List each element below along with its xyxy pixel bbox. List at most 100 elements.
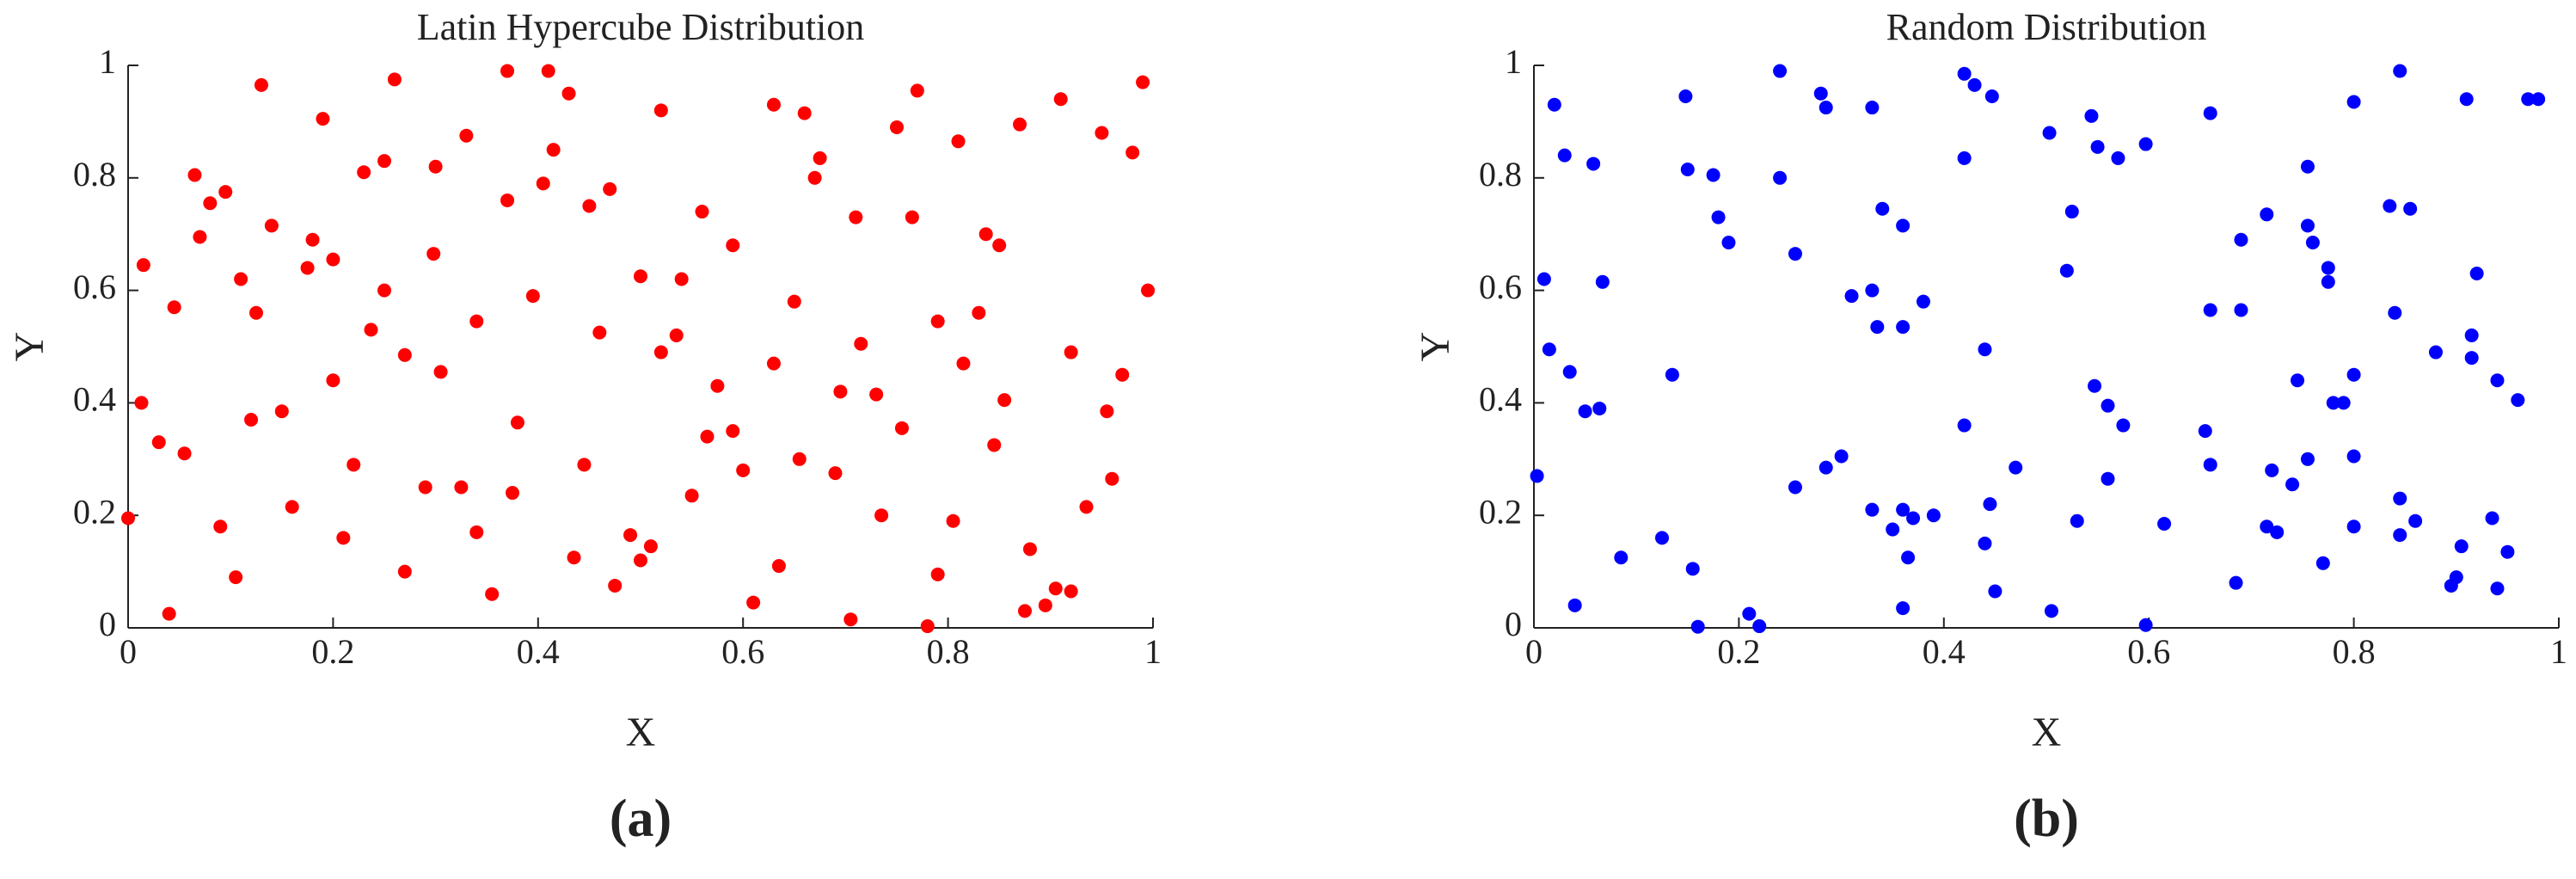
y-tick-label: 0.6 xyxy=(1479,267,1522,306)
point xyxy=(426,247,441,261)
point xyxy=(1844,289,1859,304)
point xyxy=(177,446,192,461)
point xyxy=(459,128,474,143)
y-tick-label: 0.6 xyxy=(73,267,116,306)
point xyxy=(2084,108,2099,123)
point xyxy=(992,238,1007,253)
point xyxy=(2116,418,2131,433)
point xyxy=(766,356,781,371)
point xyxy=(249,305,263,320)
point xyxy=(136,258,150,273)
point xyxy=(2088,378,2102,393)
chart-title: Latin Hypercube Distribution xyxy=(417,6,865,48)
point xyxy=(1595,274,1610,289)
point xyxy=(162,606,176,621)
point xyxy=(2326,396,2340,410)
point xyxy=(1819,101,1833,115)
point xyxy=(1957,418,1972,433)
point xyxy=(454,480,469,495)
point xyxy=(890,120,904,134)
point xyxy=(1819,460,1833,475)
point xyxy=(2464,328,2479,342)
point xyxy=(1079,500,1094,514)
point xyxy=(1141,283,1156,298)
point xyxy=(300,261,315,275)
point xyxy=(2346,95,2361,109)
point xyxy=(2346,367,2361,382)
point xyxy=(167,300,181,315)
point xyxy=(1567,598,1582,612)
point xyxy=(910,83,924,98)
point xyxy=(1875,201,1890,216)
point xyxy=(2315,556,2330,570)
point xyxy=(1655,531,1669,545)
point xyxy=(771,559,786,574)
point xyxy=(1685,562,1700,576)
x-tick-label: 0.6 xyxy=(721,632,764,671)
point xyxy=(894,421,909,435)
point xyxy=(2346,449,2361,464)
point xyxy=(2393,528,2407,543)
point xyxy=(1788,247,1802,261)
point xyxy=(2393,491,2407,506)
point xyxy=(2383,199,2397,213)
point xyxy=(1896,601,1911,616)
point xyxy=(1870,320,1885,335)
point xyxy=(2531,92,2546,107)
point xyxy=(726,238,740,253)
point xyxy=(1592,401,1607,415)
point xyxy=(2044,604,2058,618)
point xyxy=(469,314,484,329)
point xyxy=(536,176,550,191)
point xyxy=(1095,126,1109,140)
point xyxy=(833,384,848,399)
y-tick-label: 0.8 xyxy=(73,155,116,194)
point xyxy=(1013,117,1027,132)
point xyxy=(2459,92,2474,107)
point xyxy=(2234,232,2248,247)
x-tick-label: 0.2 xyxy=(1717,632,1760,671)
point xyxy=(1916,294,1930,309)
y-axis-label: Y xyxy=(1413,332,1458,362)
point xyxy=(930,314,945,329)
point xyxy=(1022,542,1037,556)
point xyxy=(561,86,576,101)
point xyxy=(364,323,378,337)
point xyxy=(930,567,945,581)
point xyxy=(787,294,801,309)
point xyxy=(1865,101,1880,115)
point xyxy=(669,328,684,342)
x-axis-label: X xyxy=(2032,710,2062,755)
x-tick-label: 1 xyxy=(1144,632,1162,671)
point xyxy=(1547,97,1561,112)
point xyxy=(972,305,986,320)
point xyxy=(2270,525,2285,539)
point xyxy=(1721,236,1736,250)
point xyxy=(792,452,807,466)
point xyxy=(653,103,668,118)
point xyxy=(510,415,524,430)
point xyxy=(316,112,330,126)
point xyxy=(592,325,607,340)
point xyxy=(653,345,668,360)
point xyxy=(2444,578,2458,593)
point xyxy=(1742,606,1757,621)
point xyxy=(1773,170,1788,185)
point xyxy=(377,283,391,298)
point xyxy=(1614,550,1628,565)
point xyxy=(997,393,1012,408)
y-tick-label: 0.4 xyxy=(73,380,116,419)
point xyxy=(577,458,592,472)
point xyxy=(603,181,617,196)
point xyxy=(582,199,597,213)
point xyxy=(2138,618,2153,632)
x-axis-label: X xyxy=(626,710,656,755)
point xyxy=(1690,619,1705,634)
point xyxy=(920,619,935,634)
point xyxy=(2511,393,2525,408)
point xyxy=(1967,77,1982,92)
point xyxy=(229,570,243,585)
x-tick-label: 1 xyxy=(2550,632,2567,671)
point xyxy=(1896,320,1911,335)
point xyxy=(2009,460,2023,475)
